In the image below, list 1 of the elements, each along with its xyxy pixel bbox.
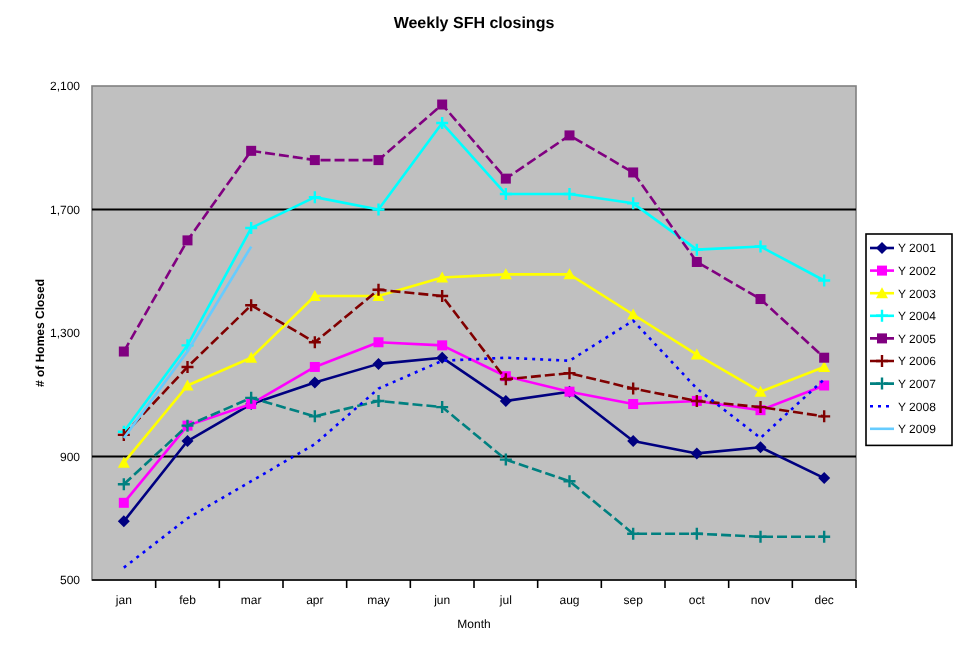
- chart-title: Weekly SFH closings: [393, 14, 556, 32]
